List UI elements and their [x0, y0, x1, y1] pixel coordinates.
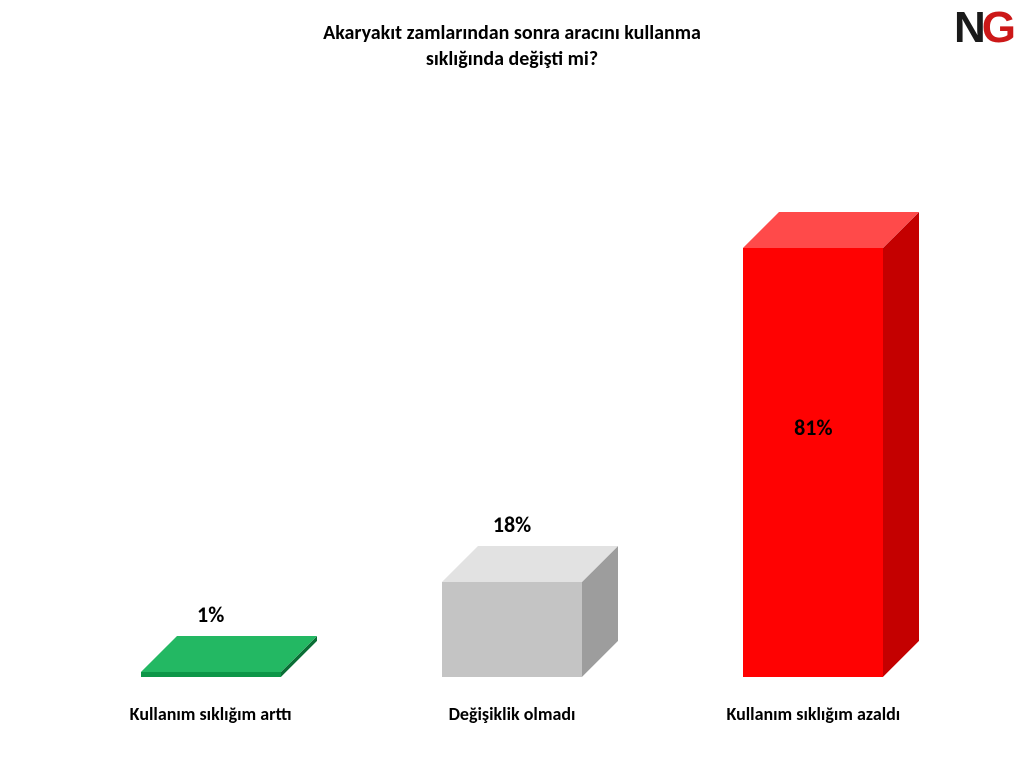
chart-title: Akaryakıt zamlarından sonra aracını kull… — [0, 20, 1024, 72]
bar — [141, 672, 281, 677]
bar-front-face — [743, 248, 883, 677]
bar — [442, 582, 582, 677]
category-label: Değişiklik olmadı — [362, 703, 662, 725]
chart-title-line-2: sıklığında değişti mi? — [426, 47, 598, 71]
bar-area: 1%Kullanım sıklığım arttı18%Değişiklik o… — [60, 120, 964, 677]
chart-plot-area: 1%Kullanım sıklığım arttı18%Değişiklik o… — [60, 120, 964, 677]
bar-side-face — [883, 212, 919, 677]
category-label: Kullanım sıklığım arttı — [61, 703, 361, 725]
bar-value-label: 18% — [422, 511, 602, 538]
chart-title-line-1: Akaryakıt zamlarından sonra aracını kull… — [323, 21, 701, 45]
bar-front-face — [141, 672, 281, 677]
bar — [743, 248, 883, 677]
brand-logo-n: N — [954, 3, 982, 52]
bar-value-label: 81% — [723, 414, 903, 441]
brand-logo-g: G — [982, 3, 1012, 52]
brand-logo: NG — [954, 6, 1012, 50]
category-label: Kullanım sıklığım azaldı — [663, 703, 963, 725]
bar-value-label: 1% — [121, 601, 301, 628]
bar-front-face — [442, 582, 582, 677]
